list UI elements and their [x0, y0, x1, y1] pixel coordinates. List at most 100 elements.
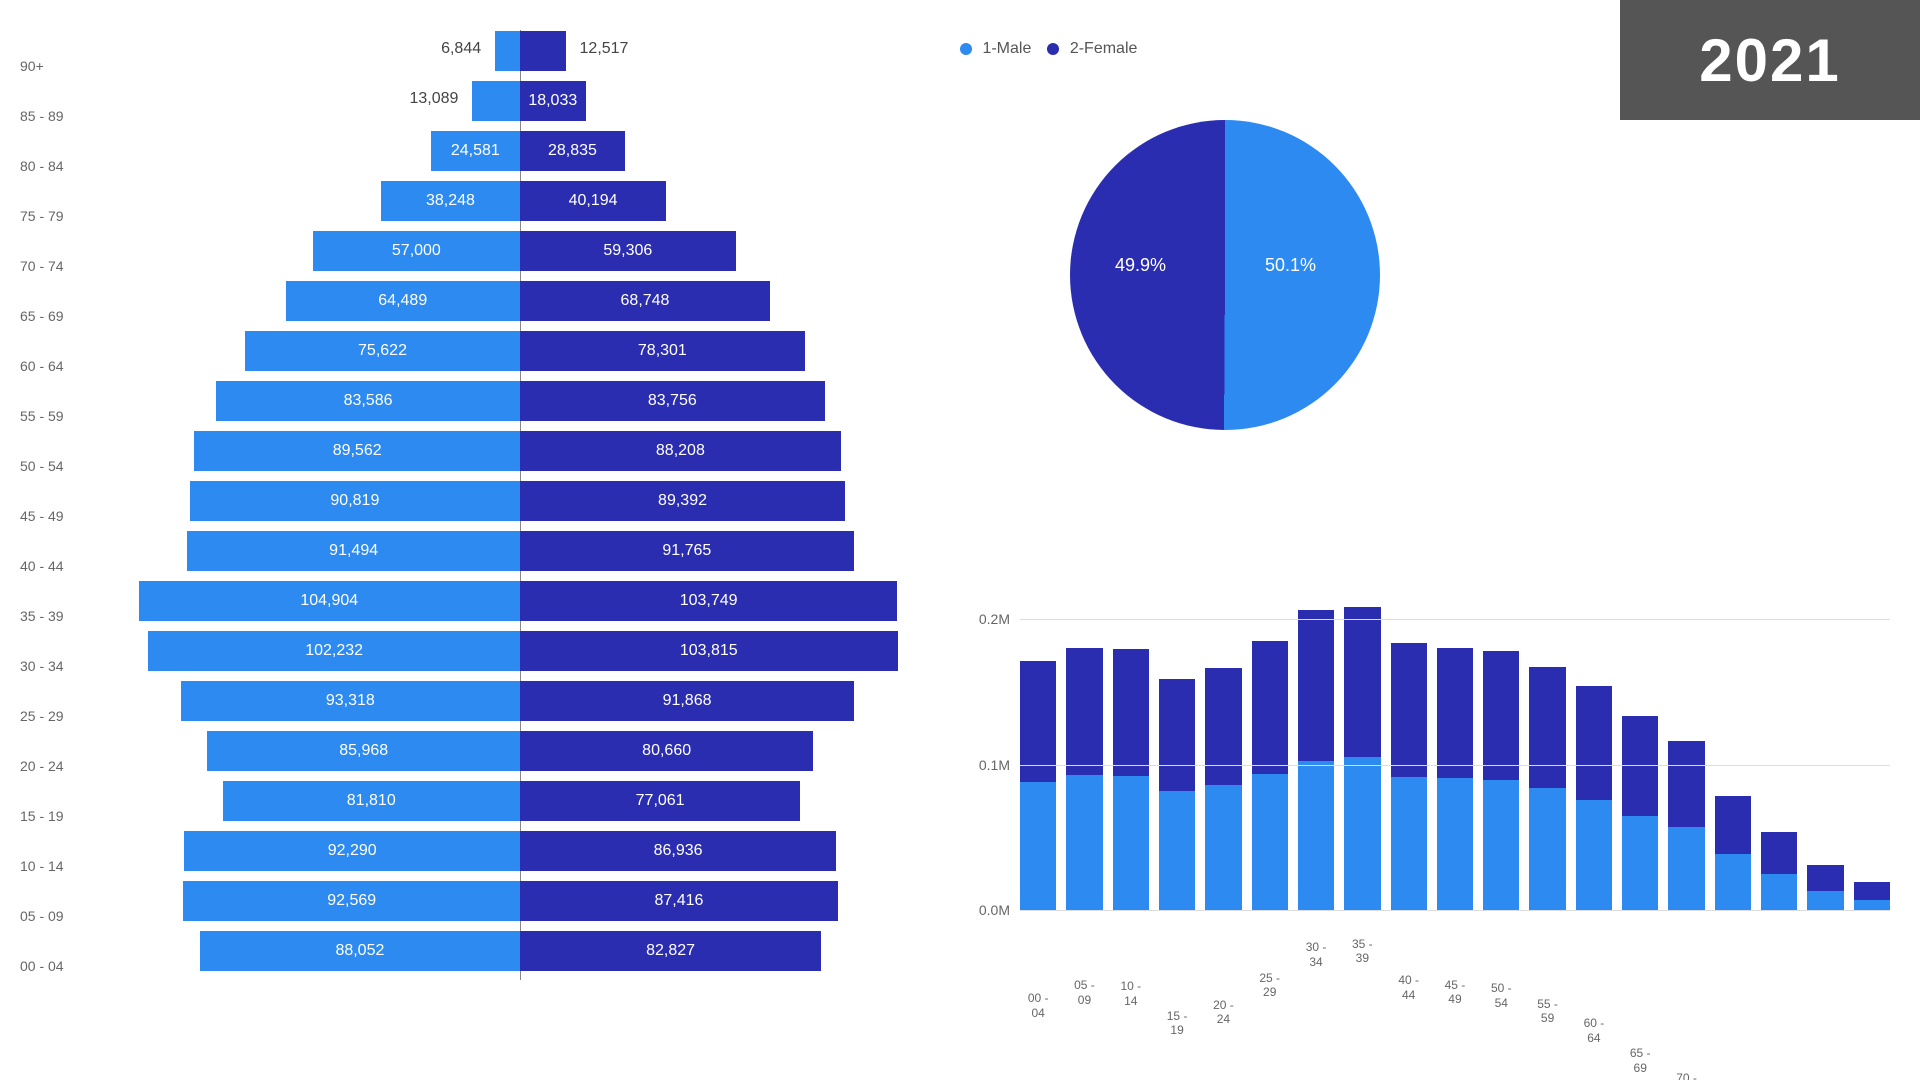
pyramid-row: 00 - 0488,05282,827 [20, 930, 920, 980]
stacked-seg-male [1483, 780, 1519, 910]
stacked-seg-male [1252, 774, 1288, 910]
pyramid-bar-male: 64,489 [286, 281, 521, 321]
stacked-seg-female [1391, 643, 1427, 776]
pyramid-row: 90+6,84412,517 [20, 30, 920, 80]
stacked-seg-male [1761, 874, 1797, 910]
stacked-seg-female [1159, 679, 1195, 791]
stacked-x-label: 70 -74 [1667, 1071, 1707, 1080]
pyramid-bar-female: 18,033 [520, 81, 586, 121]
stacked-seg-male [1437, 778, 1473, 910]
pyramid-age-label: 65 - 69 [20, 308, 100, 324]
pyramid-bar-male: 93,318 [181, 681, 520, 721]
pie-label-female: 49.9% [1115, 255, 1166, 276]
pyramid-age-label: 40 - 44 [20, 558, 100, 574]
pyramid-bar-female: 89,392 [520, 481, 845, 521]
pyramid-age-label: 30 - 34 [20, 658, 100, 674]
pyramid-bar-female: 28,835 [520, 131, 625, 171]
stacked-seg-male [1159, 791, 1195, 910]
pyramid-row: 35 - 39104,904103,749 [20, 580, 920, 630]
pyramid-row: 45 - 4990,81989,392 [20, 480, 920, 530]
stacked-x-label: 30 -34 [1296, 940, 1336, 969]
stacked-plot-area: 00 -0405 -0910 -1415 -1920 -2425 -2930 -… [1020, 590, 1890, 910]
pyramid-bar-female: 83,756 [520, 381, 825, 421]
stacked-seg-female [1344, 607, 1380, 758]
pyramid-row: 05 - 0992,56987,416 [20, 880, 920, 930]
stacked-column: 80 -84 [1761, 832, 1797, 910]
population-pyramid: 90+6,84412,517 85 - 89 18,033 13,089 80 - 84… [20, 30, 920, 980]
stacked-column: 85 -89 [1807, 865, 1843, 910]
stacked-seg-male [1344, 757, 1380, 910]
pyramid-age-label: 25 - 29 [20, 708, 100, 724]
pyramid-bar-female: 87,416 [520, 881, 838, 921]
dashboard-canvas: { "year_badge": { "text": "2021", "backg… [0, 0, 1920, 1080]
pyramid-age-label: 70 - 74 [20, 258, 100, 274]
pyramid-value-male: 13,089 [409, 90, 466, 108]
stacked-column: 65 -69 [1622, 716, 1658, 910]
pyramid-bar-female: 86,936 [520, 831, 836, 871]
pyramid-row: 85 - 89 18,033 13,089 [20, 80, 920, 130]
pyramid-row: 60 - 6475,62278,301 [20, 330, 920, 380]
pyramid-bar-female: 59,306 [520, 231, 736, 271]
stacked-column: 10 -14 [1113, 649, 1149, 910]
pyramid-bar-female: 77,061 [520, 781, 800, 821]
pyramid-bar-male: 104,904 [139, 581, 520, 621]
pyramid-row: 30 - 34102,232103,815 [20, 630, 920, 680]
pyramid-bar-male: 81,810 [223, 781, 520, 821]
stacked-column: 60 -64 [1576, 686, 1612, 910]
stacked-column: 15 -19 [1159, 679, 1195, 910]
pyramid-bar-male: 102,232 [148, 631, 520, 671]
stacked-column: 50 -54 [1483, 651, 1519, 910]
stacked-column: 40 -44 [1391, 643, 1427, 910]
stacked-seg-male [1066, 775, 1102, 910]
legend-item-female: 2-Female [1047, 40, 1137, 58]
stacked-x-label: 15 -19 [1157, 1009, 1197, 1038]
pie-label-male: 50.1% [1265, 255, 1316, 276]
stacked-column: 45 -49 [1437, 648, 1473, 910]
stacked-x-label: 40 -44 [1389, 973, 1429, 1002]
stacked-x-label: 05 -09 [1064, 978, 1104, 1007]
legend: 1-Male 2-Female [960, 40, 1137, 58]
pyramid-age-label: 50 - 54 [20, 458, 100, 474]
stacked-seg-male [1020, 782, 1056, 910]
stacked-column: 05 -09 [1066, 648, 1102, 910]
stacked-seg-female [1298, 610, 1334, 761]
pyramid-age-label: 15 - 19 [20, 808, 100, 824]
stacked-seg-male [1113, 776, 1149, 910]
pyramid-row: 15 - 19 81,81077,061 [20, 780, 920, 830]
stacked-seg-male [1668, 827, 1704, 910]
pyramid-age-label: 80 - 84 [20, 158, 100, 174]
legend-dot-male [960, 43, 972, 55]
pyramid-bar-male: 38,248 [381, 181, 520, 221]
stacked-y-tick-label: 0.0M [960, 902, 1010, 918]
pyramid-age-label: 75 - 79 [20, 208, 100, 224]
pyramid-row: 40 - 4491,49491,765 [20, 530, 920, 580]
pyramid-bar-female: 68,748 [520, 281, 770, 321]
stacked-y-tick-label: 0.2M [960, 611, 1010, 627]
stacked-x-label: 20 -24 [1203, 998, 1243, 1027]
pyramid-bar-male: 83,586 [216, 381, 520, 421]
stacked-column: 20 -24 [1205, 668, 1241, 910]
stacked-column: 25 -29 [1252, 641, 1288, 910]
pyramid-bar-female [520, 31, 566, 71]
stacked-seg-female [1252, 641, 1288, 775]
pyramid-row: 10 - 1492,29086,936 [20, 830, 920, 880]
pyramid-bar-male: 91,494 [187, 531, 520, 571]
stacked-column: 70 -74 [1668, 741, 1704, 910]
pyramid-bar-female: 80,660 [520, 731, 813, 771]
stacked-x-label: 00 -04 [1018, 991, 1058, 1020]
pyramid-age-label: 45 - 49 [20, 508, 100, 524]
pyramid-age-label: 85 - 89 [20, 108, 100, 124]
stacked-seg-female [1715, 796, 1751, 854]
stacked-bar-chart: 00 -0405 -0910 -1415 -1920 -2425 -2930 -… [960, 590, 1890, 970]
stacked-x-label: 55 -59 [1528, 997, 1568, 1026]
pyramid-bar-male: 85,968 [207, 731, 520, 771]
stacked-seg-male [1807, 891, 1843, 910]
stacked-column: 75 -79 [1715, 796, 1751, 910]
stacked-seg-female [1761, 832, 1797, 874]
stacked-x-label: 45 -49 [1435, 978, 1475, 1007]
pyramid-value-female: 12,517 [572, 40, 629, 58]
pyramid-bar-male [472, 81, 520, 121]
pyramid-age-label: 60 - 64 [20, 358, 100, 374]
year-badge: 2021 [1620, 0, 1920, 120]
pyramid-bar-male: 92,569 [183, 881, 520, 921]
